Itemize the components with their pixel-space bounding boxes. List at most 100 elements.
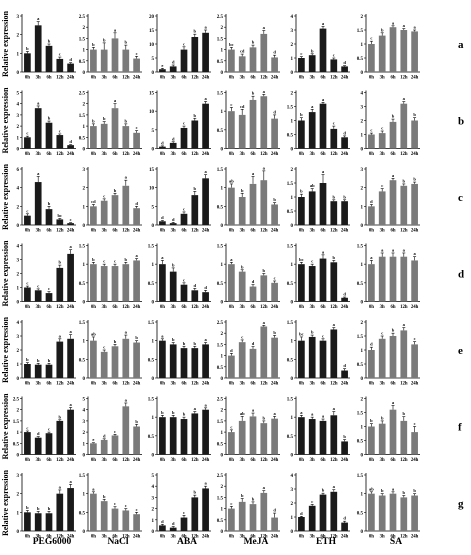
x-tick-label: 12h [122, 76, 130, 81]
y-tick-label: 2 [221, 409, 224, 414]
x-tick-label: 3h [380, 535, 385, 540]
significance-letter: b [92, 257, 95, 262]
x-tick-label: 3h [36, 458, 41, 463]
significance-letter: b [37, 358, 40, 363]
y-tick-label: 1.5 [217, 168, 224, 173]
significance-letter: c [333, 53, 335, 58]
significance-letter: ab [240, 411, 245, 416]
significance-letter: a [263, 320, 266, 325]
significance-letter: a [413, 25, 416, 30]
significance-letter: b [370, 418, 373, 423]
y-tick-label: 1 [221, 355, 224, 360]
treatment-label: NaCl [107, 537, 128, 547]
bar [67, 253, 74, 302]
y-tick-label: 2.5 [217, 474, 224, 479]
y-tick-label: 2 [83, 431, 86, 436]
significance-letter: b [135, 335, 138, 340]
y-tick-label: 15 [149, 29, 155, 34]
bar [308, 505, 316, 531]
bar [133, 132, 140, 149]
bar [90, 126, 97, 149]
bar [133, 58, 140, 72]
bar [180, 49, 188, 72]
x-tick-label: 6h [181, 535, 186, 540]
bar [389, 493, 397, 531]
bar [34, 25, 42, 72]
x-tick-label: 24h [271, 305, 279, 310]
y-tick-label: 0 [152, 377, 155, 382]
significance-letter: c [136, 125, 138, 130]
significance-letter: b [252, 91, 255, 96]
x-tick-label: 6h [46, 382, 51, 387]
x-tick-label: 0h [160, 152, 165, 157]
x-tick-label: 12h [400, 305, 408, 310]
significance-letter: b [241, 188, 244, 193]
bar [159, 340, 166, 378]
bar [319, 28, 327, 73]
x-tick-label: 24h [133, 305, 141, 310]
bar [389, 121, 397, 149]
significance-letter: a [392, 400, 395, 405]
bar [34, 290, 42, 302]
y-tick-label: 1 [291, 57, 294, 62]
significance-letter: c [103, 345, 105, 350]
y-tick-label: 0.5 [217, 60, 224, 65]
y-tick-label: 5 [152, 129, 155, 134]
y-tick-label: 1.5 [217, 92, 224, 97]
significance-letter: b [48, 39, 51, 44]
significance-letter: c [183, 510, 185, 515]
x-tick-label: 3h [240, 458, 245, 463]
x-tick-label: 12h [330, 76, 338, 81]
bar [319, 420, 327, 455]
x-tick-label: 3h [380, 152, 385, 157]
significance-letter: c [37, 283, 39, 288]
bar [330, 415, 338, 455]
bar [67, 488, 74, 531]
x-tick-label: 6h [250, 535, 255, 540]
y-tick-label: 1 [17, 511, 20, 516]
significance-letter: b [413, 112, 416, 117]
x-tick-label: 24h [67, 535, 75, 540]
significance-letter: b [343, 194, 346, 199]
significance-letter: c [59, 52, 61, 57]
significance-letter: a [204, 169, 207, 174]
x-tick-label: 24h [202, 76, 210, 81]
significance-letter: c [48, 286, 50, 291]
y-axis-label: Relative expression [1, 240, 10, 306]
significance-letter: c [26, 425, 28, 430]
y-tick-label: 0.5 [217, 282, 224, 287]
y-tick-label: 0 [152, 224, 155, 229]
treatment-label: ETH [316, 537, 337, 547]
y-tick-label: 0 [152, 454, 155, 459]
significance-letter: b [103, 116, 106, 121]
y-tick-label: 0 [17, 224, 20, 229]
significance-letter: c [125, 503, 127, 508]
y-tick-label: 4 [17, 187, 20, 192]
x-tick-label: 0h [160, 382, 165, 387]
x-tick-label: 12h [56, 76, 64, 81]
x-tick-label: 0h [369, 152, 374, 157]
significance-letter: b [125, 257, 128, 262]
bar [330, 59, 338, 72]
bar [330, 201, 338, 225]
x-tick-label: 6h [390, 76, 395, 81]
y-tick-label: 1 [83, 493, 86, 498]
x-tick-label: 0h [229, 305, 234, 310]
x-tick-label: 24h [67, 305, 75, 310]
bar [308, 419, 316, 455]
x-tick-label: 0h [369, 535, 374, 540]
significance-letter: a [194, 406, 197, 411]
significance-letter: c [183, 277, 185, 282]
y-tick-label: 0 [291, 148, 294, 153]
significance-letter: a [333, 322, 336, 327]
x-tick-label: 12h [260, 535, 268, 540]
x-tick-label: 3h [310, 76, 315, 81]
y-tick-label: 0.5 [79, 136, 86, 141]
bar [368, 44, 375, 72]
significance-letter: b [322, 488, 325, 493]
significance-letter: a [273, 411, 276, 416]
significance-letter: a [114, 98, 117, 103]
y-tick-label: 2 [361, 187, 364, 192]
significance-letter: b [125, 118, 128, 123]
bar [298, 340, 305, 378]
